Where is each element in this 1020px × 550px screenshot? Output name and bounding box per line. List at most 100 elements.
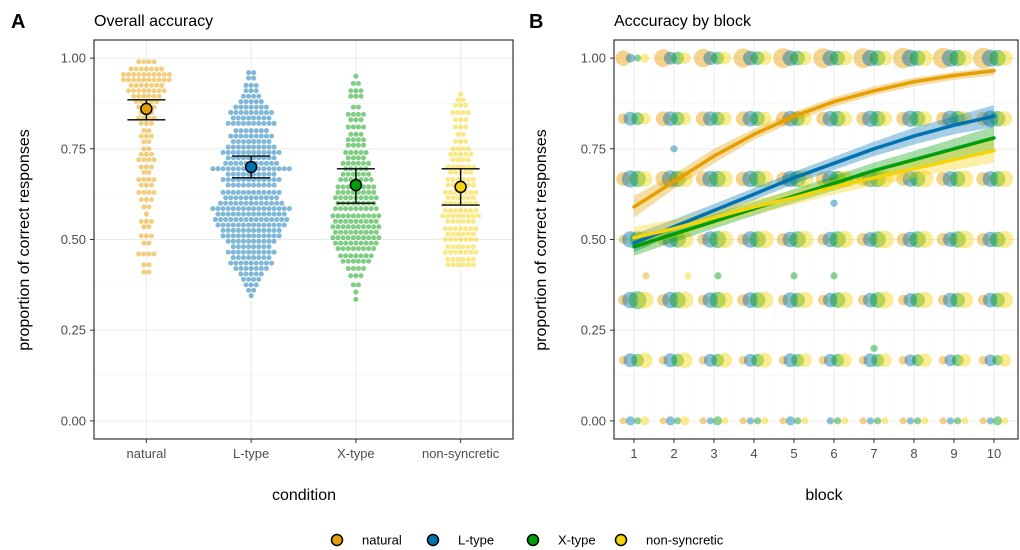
count-point (746, 417, 755, 425)
participant-dot (156, 71, 162, 77)
participant-dot (450, 262, 456, 268)
count-point (670, 111, 685, 126)
participant-dot (373, 195, 379, 201)
participant-dot (220, 166, 226, 172)
participant-dot (363, 229, 369, 235)
participant-dot (340, 224, 346, 230)
count-point (640, 416, 650, 426)
participant-dot (248, 293, 254, 299)
participant-dot (235, 249, 241, 255)
count-point (658, 355, 668, 365)
participant-dot (271, 206, 277, 212)
mean-point (140, 102, 153, 116)
participant-dot (261, 238, 267, 244)
participant-dot (233, 128, 239, 134)
count-point (902, 231, 919, 248)
participant-dot (240, 211, 246, 217)
participant-dot (363, 240, 369, 246)
participant-dot (332, 218, 338, 224)
participant-dot (345, 124, 351, 130)
participant-dot (442, 249, 448, 255)
participant-dot (235, 182, 241, 188)
participant-dot (340, 246, 346, 252)
count-point (733, 48, 753, 68)
participant-dot (368, 218, 374, 224)
participant-dot (345, 111, 351, 117)
participant-dot (256, 182, 262, 188)
participant-dot (281, 166, 287, 172)
participant-dot (251, 139, 257, 145)
participant-dot (235, 120, 241, 126)
count-point (863, 353, 878, 368)
participant-dot (271, 189, 277, 195)
legend-label: non-syncretic (646, 533, 724, 548)
participant-dot (284, 217, 290, 223)
participant-dot (447, 151, 453, 157)
participant-dot (276, 189, 282, 195)
participant-dot (230, 233, 236, 239)
fitted-line (632, 136, 996, 249)
participant-dot (453, 207, 459, 213)
count-point (909, 110, 926, 127)
participant-dot (248, 99, 254, 105)
count-point (628, 291, 647, 310)
participant-dot (225, 211, 231, 217)
participant-dot (353, 206, 359, 212)
participant-dot (138, 197, 144, 203)
participant-dot (445, 262, 451, 268)
participant-dot (256, 189, 262, 195)
participant-dot (266, 249, 272, 255)
count-point (616, 171, 631, 186)
participant-dot (458, 207, 464, 213)
participant-dot (453, 226, 459, 232)
participant-dot (253, 200, 259, 206)
count-point (754, 417, 762, 425)
count-point (829, 231, 846, 248)
participant-dot (230, 144, 236, 150)
participant-dot (138, 164, 144, 170)
participant-dot (136, 88, 142, 94)
participant-dot (151, 177, 157, 183)
count-point (634, 417, 642, 425)
participant-dot (235, 171, 241, 177)
participant-dot (141, 59, 147, 65)
count-point (698, 355, 708, 365)
count-point (738, 355, 748, 365)
count-point (986, 417, 995, 425)
count-point (735, 111, 751, 127)
legend-key (614, 533, 628, 547)
count-point (836, 230, 854, 249)
participant-dot (233, 200, 239, 206)
participant-dot (343, 229, 349, 235)
participant-dot (463, 151, 469, 157)
participant-dot (138, 82, 144, 88)
count-point (742, 231, 759, 248)
participant-dot (238, 133, 244, 139)
participant-dot (258, 266, 264, 272)
participant-dot (266, 171, 272, 177)
participant-dot (340, 160, 346, 166)
participant-dot (442, 207, 448, 213)
participant-dot (348, 273, 354, 279)
participant-dot (246, 182, 252, 188)
participant-dot (470, 256, 476, 262)
participant-dot (271, 166, 277, 172)
participant-dot (233, 195, 239, 201)
participant-dot (355, 224, 361, 230)
participant-dot (240, 120, 246, 126)
count-point (983, 292, 998, 308)
participant-dot (146, 251, 152, 257)
participant-dot (368, 206, 374, 212)
participant-dot (350, 111, 356, 117)
participant-dot (453, 151, 459, 157)
participant-dot (253, 99, 259, 105)
count-point (776, 233, 790, 246)
count-point (938, 355, 948, 365)
participant-dot (228, 217, 234, 223)
participant-dot (235, 227, 241, 233)
panel-b-y-axis-title: proportion of correct responses (533, 129, 550, 350)
participant-dot (253, 266, 259, 272)
participant-dot (450, 213, 456, 219)
participant-dot (256, 171, 262, 177)
count-point (661, 170, 679, 188)
